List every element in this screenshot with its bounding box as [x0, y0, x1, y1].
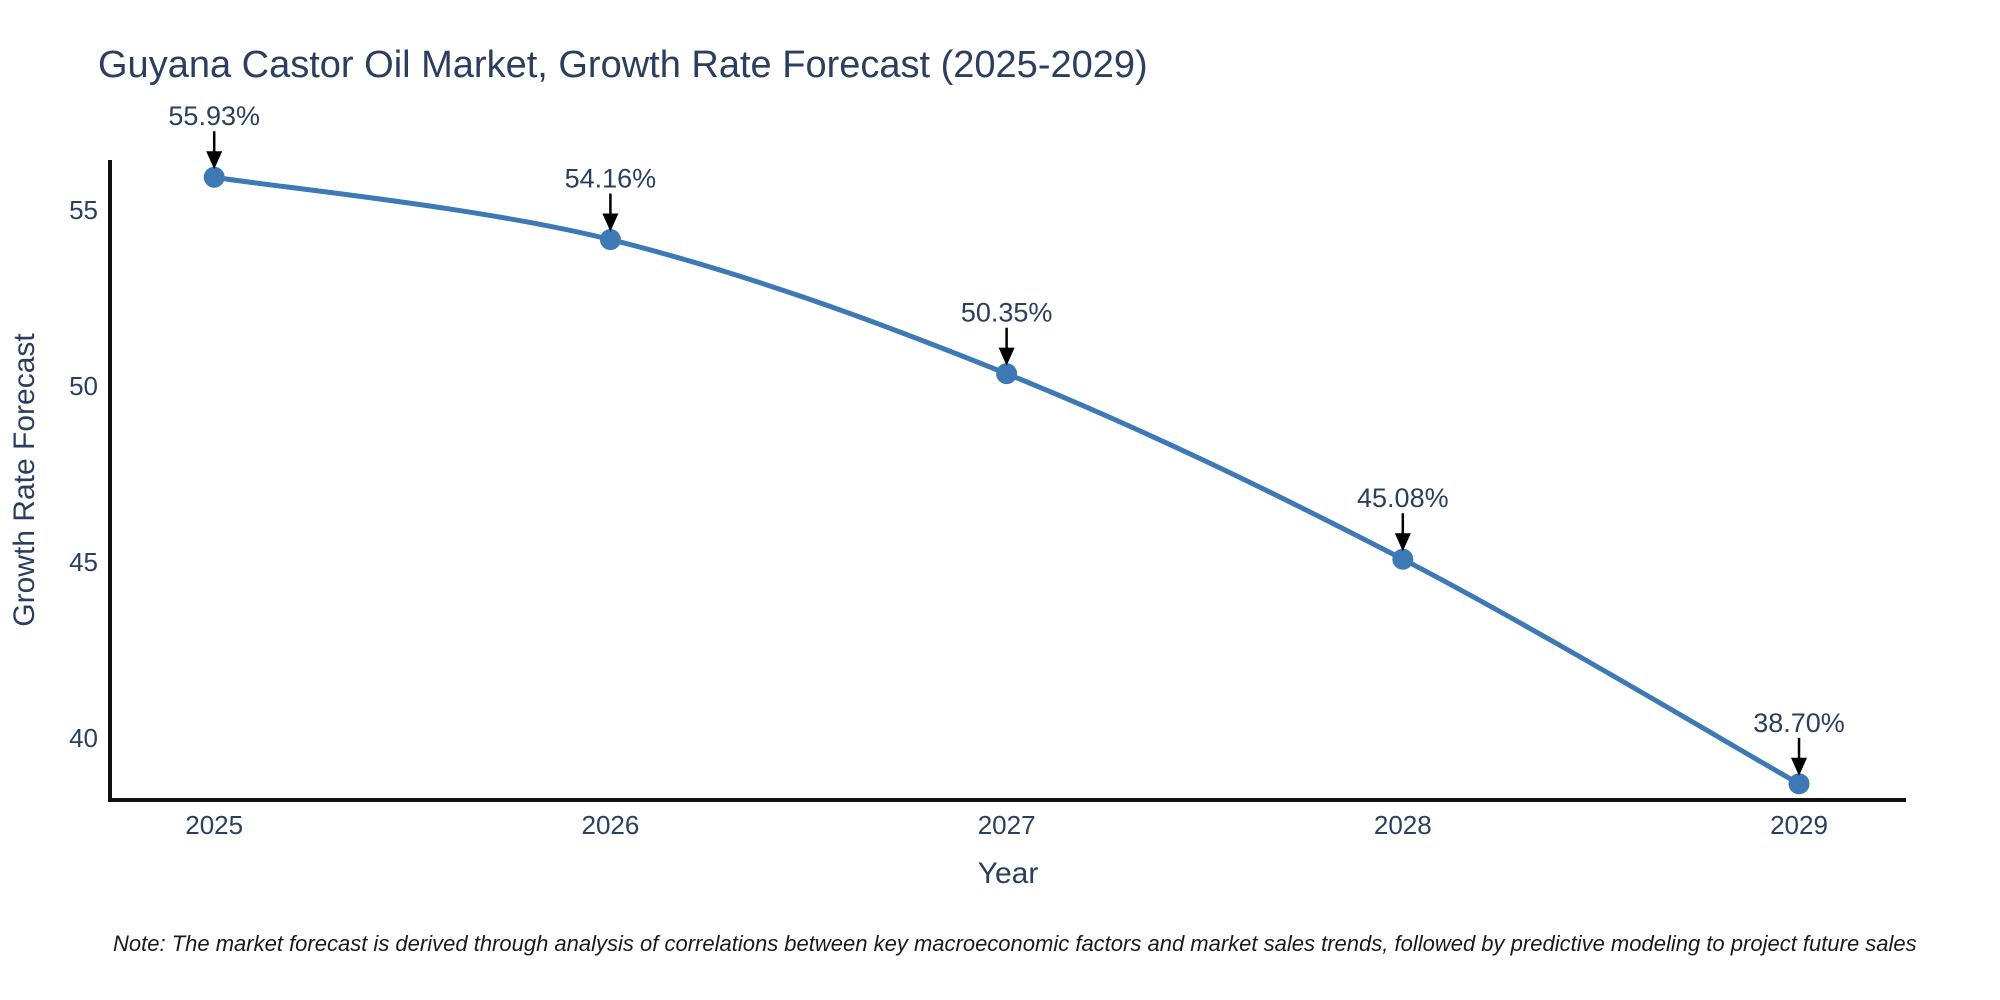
y-tick-label: 50 — [69, 371, 98, 401]
x-tick-label: 2027 — [978, 810, 1036, 840]
y-tick-label: 40 — [69, 723, 98, 753]
data-point-marker — [599, 229, 621, 251]
plot-area: 40 45 50 55 2025 2026 2027 2028 2029 55.93% 54.16%… — [69, 101, 1906, 840]
chart-title: Guyana Castor Oil Market, Growth Rate Fo… — [98, 44, 1148, 86]
x-tick-label: 2028 — [1374, 810, 1432, 840]
x-tick-label: 2026 — [581, 810, 639, 840]
data-point-marker — [203, 166, 225, 188]
data-point-label: 50.35% — [961, 298, 1053, 328]
annotation-arrowhead — [1394, 533, 1411, 552]
data-point-marker — [996, 363, 1018, 385]
data-point-marker — [1788, 773, 1810, 795]
data-point-label: 55.93% — [168, 101, 260, 131]
data-point-label: 45.08% — [1357, 483, 1449, 513]
y-tick-label: 45 — [69, 547, 98, 577]
forecast-line — [211, 174, 1802, 787]
x-tick-label: 2025 — [185, 810, 243, 840]
x-tick-label: 2029 — [1770, 810, 1828, 840]
y-tick-label: 55 — [69, 195, 98, 225]
data-point-marker — [1392, 548, 1414, 570]
annotation-arrowhead — [998, 347, 1015, 366]
annotation-arrowhead — [206, 151, 223, 170]
axis-spines — [108, 160, 1906, 802]
data-point-label: 54.16% — [565, 164, 657, 194]
x-axis-title: Year — [978, 857, 1039, 890]
annotation-arrowhead — [602, 213, 619, 232]
data-point-label: 38.70% — [1753, 708, 1845, 738]
annotation-arrowhead — [1791, 757, 1808, 776]
y-axis-title: Growth Rate Forecast — [8, 333, 41, 627]
chart-note: Note: The market forecast is derived thr… — [113, 931, 1917, 956]
